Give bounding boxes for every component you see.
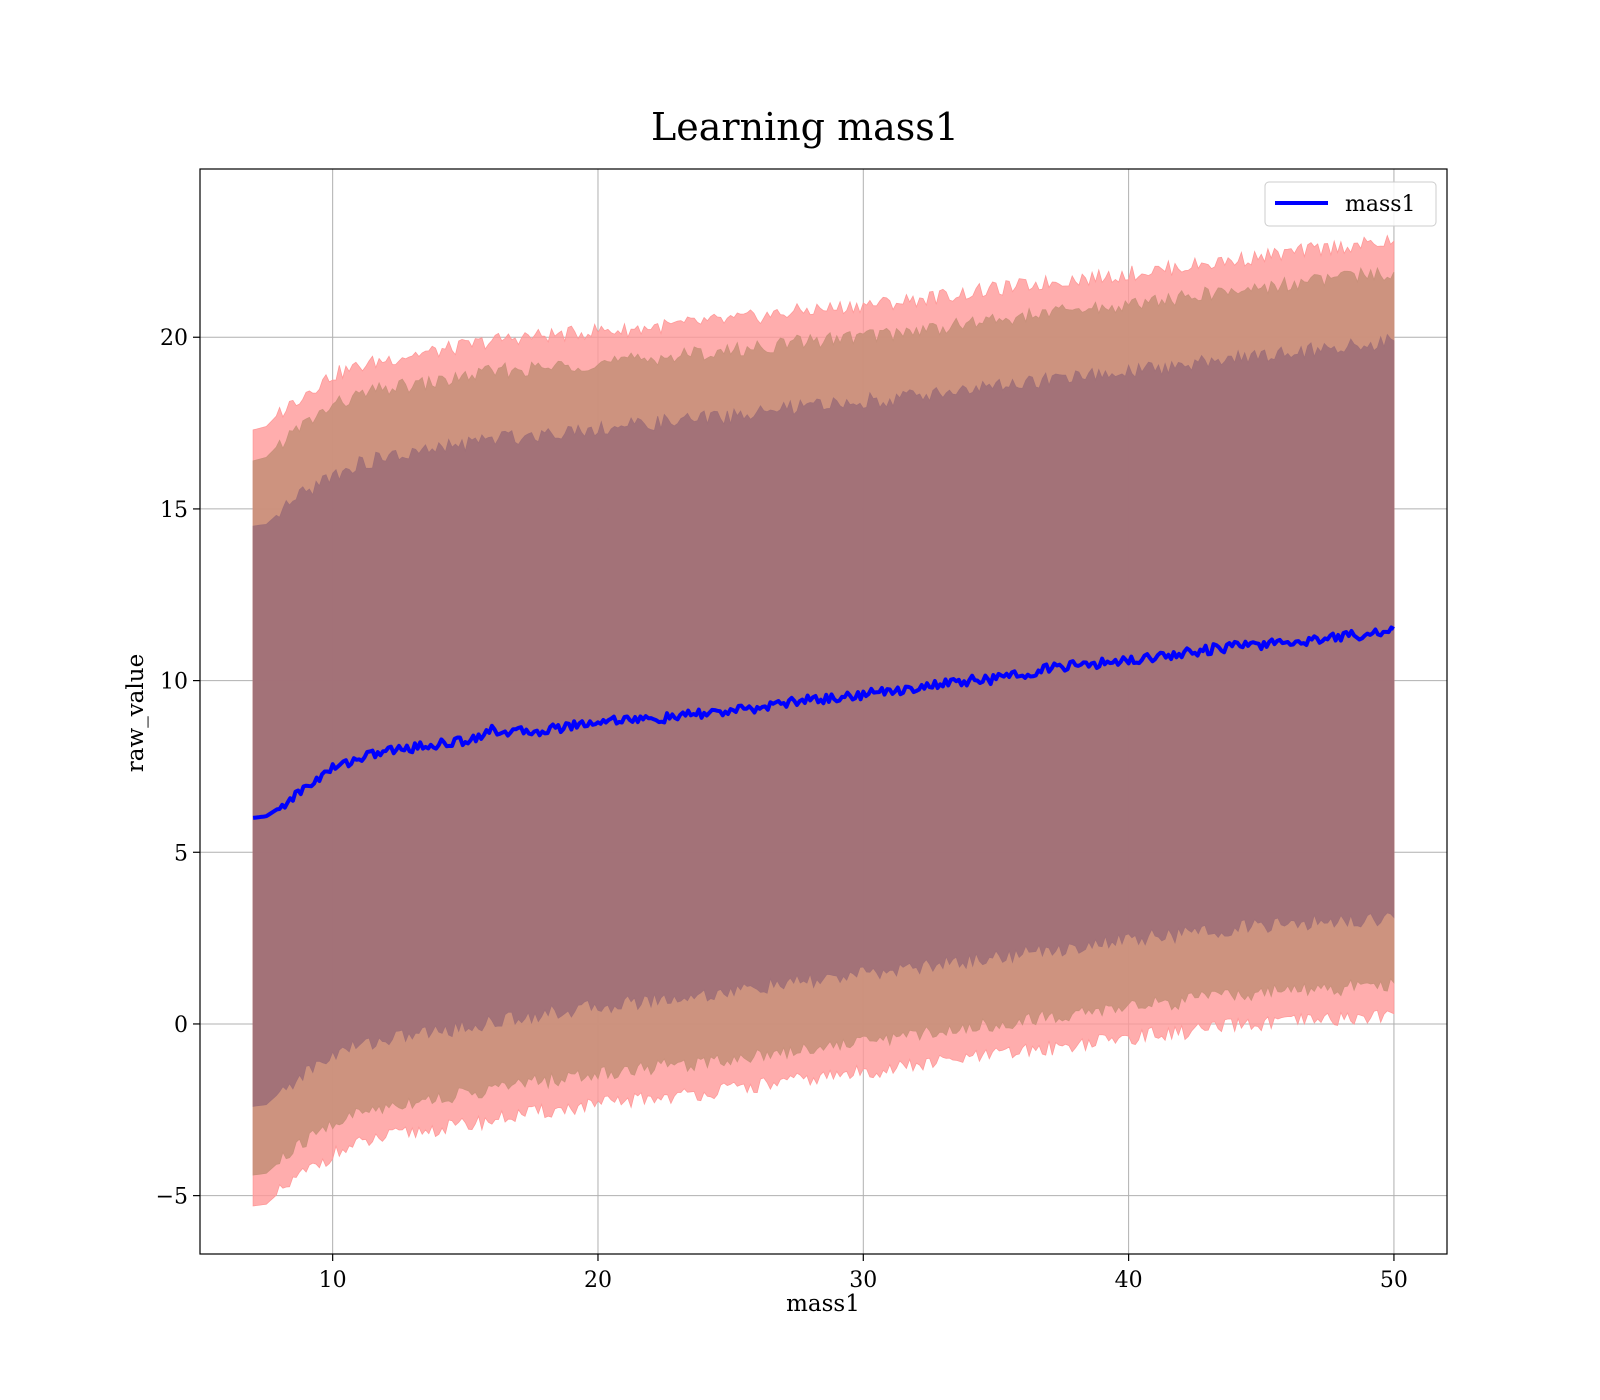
series-lines [252, 625, 1395, 820]
plot-frame [199, 168, 1448, 1255]
y-tick-label-2: 5 [174, 841, 188, 866]
y-tick-label-4: 15 [160, 498, 188, 523]
y-tick-label-5: 20 [160, 326, 188, 351]
y-axis-label: raw_value [123, 654, 149, 772]
x-axis-label: mass1 [786, 1291, 860, 1317]
y-axis-ticks: −5 0 5 10 15 20 [156, 326, 200, 1210]
y-tick-label-3: 10 [160, 670, 188, 695]
x-axis-ticks: 10 20 30 40 50 [319, 1254, 1408, 1293]
chart-title: Learning mass1 [651, 105, 959, 149]
x-tick-label-2: 30 [849, 1268, 877, 1293]
x-tick-label-3: 40 [1115, 1268, 1143, 1293]
x-tick-label-4: 50 [1380, 1268, 1408, 1293]
legend-label-mass1: mass1 [1345, 192, 1416, 217]
y-tick-label-0: −5 [156, 1185, 188, 1210]
band-inner [252, 333, 1395, 1107]
legend-box [1264, 181, 1437, 227]
confidence-bands [252, 234, 1395, 1207]
y-tick-label-1: 0 [174, 1013, 188, 1038]
series-line-mass1 [252, 625, 1395, 820]
legend: mass1 [1264, 181, 1437, 227]
x-tick-label-0: 10 [319, 1268, 347, 1293]
x-tick-label-1: 20 [584, 1268, 612, 1293]
